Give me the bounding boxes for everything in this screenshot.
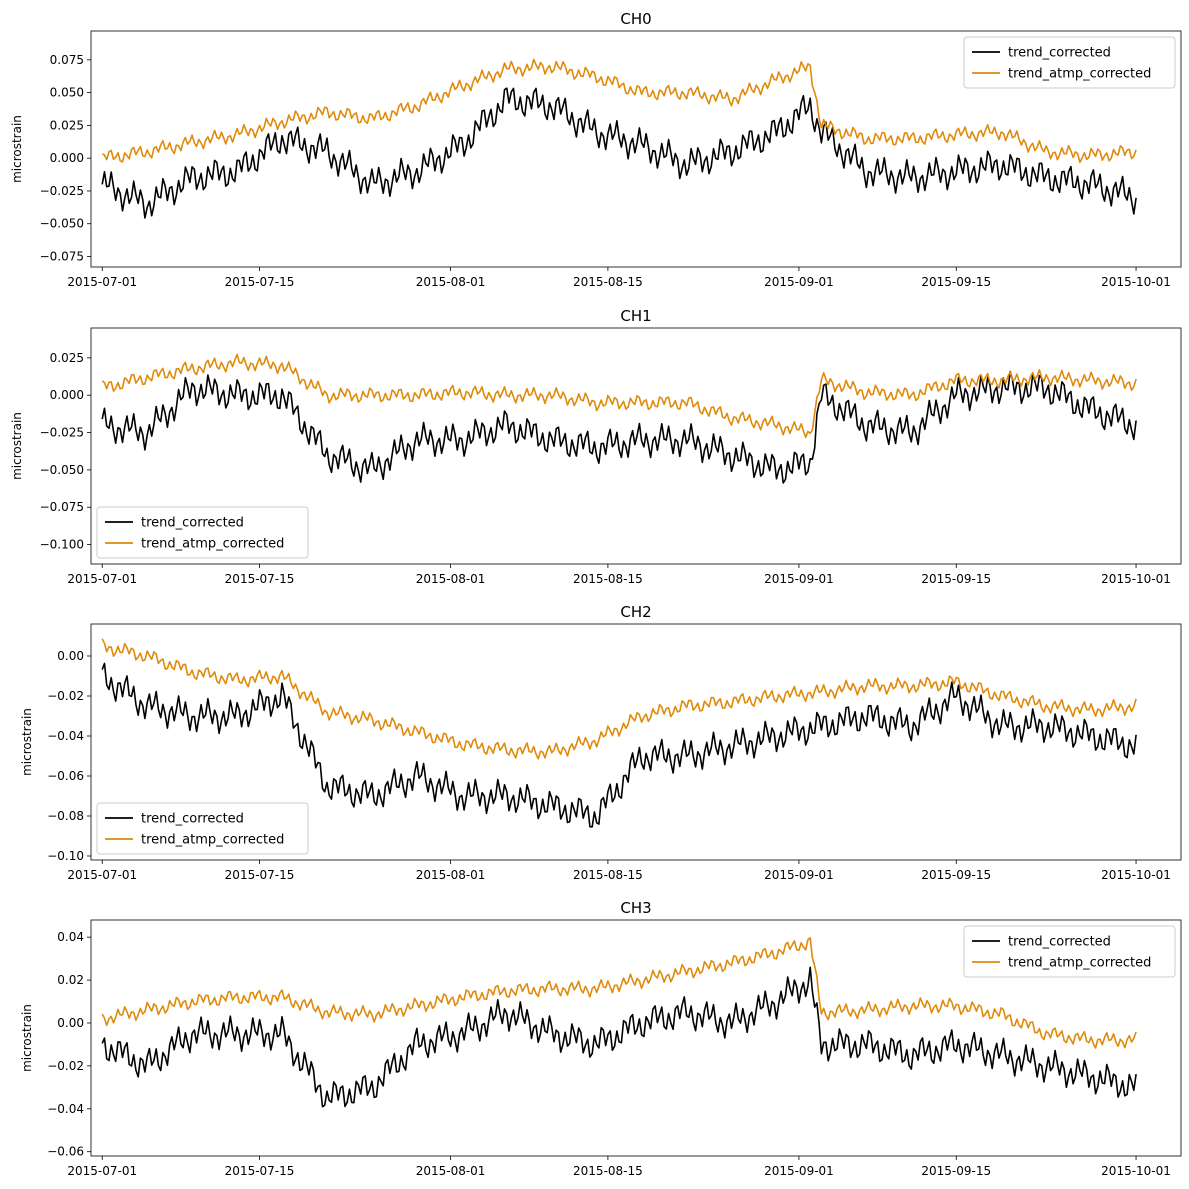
x-tick-label: 2015-09-15 <box>921 1164 991 1178</box>
legend-box <box>96 506 309 559</box>
y-tick-label: −0.050 <box>40 217 84 231</box>
x-tick-label: 2015-10-01 <box>1101 275 1171 289</box>
y-tick-label: −0.02 <box>47 1059 84 1073</box>
series-line-trend_atmp_corrected <box>101 937 1137 1049</box>
series-line-trend_corrected <box>101 87 1137 219</box>
y-tick-label: −0.02 <box>47 689 84 703</box>
legend-label: trend_corrected <box>141 812 244 827</box>
x-tick-label: 2015-07-15 <box>225 868 295 882</box>
chart-title: CH0 <box>620 10 651 28</box>
x-tick-label: 2015-08-15 <box>573 868 643 882</box>
y-tick-label: −0.08 <box>47 809 84 823</box>
y-tick-label: 0.050 <box>50 86 84 100</box>
y-axis-label: microstrain <box>10 115 24 183</box>
panel-ch2: CH2 microstrain −0.10 −0.08 −0.06 −0.04 −0.02 0… <box>20 603 1182 882</box>
legend: trend_corrected trend_atmp_corrected <box>963 925 1176 978</box>
series-line-trend_atmp_corrected <box>101 58 1137 164</box>
y-tick-label: 0.000 <box>50 151 84 165</box>
legend-box <box>963 36 1176 89</box>
y-tick-label: −0.04 <box>47 729 84 743</box>
x-tick-label: 2015-08-01 <box>416 275 486 289</box>
legend: trend_corrected trend_atmp_corrected <box>96 802 309 855</box>
x-tick-label: 2015-09-15 <box>921 868 991 882</box>
x-tick-label: 2015-07-01 <box>67 572 137 586</box>
y-tick-label: 0.075 <box>50 53 84 67</box>
legend-label: trend_corrected <box>1008 46 1111 61</box>
legend-box <box>96 802 309 855</box>
axes-frame <box>90 623 1182 861</box>
legend: trend_corrected trend_atmp_corrected <box>963 36 1176 89</box>
x-tick-label: 2015-08-15 <box>573 1164 643 1178</box>
panel-ch3: CH3 microstrain −0.06 −0.04 −0.02 0.00 0.02 0.0… <box>20 899 1182 1178</box>
y-tick-label: −0.06 <box>47 1145 84 1159</box>
y-tick-label: −0.075 <box>40 250 84 264</box>
x-tick-label: 2015-10-01 <box>1101 868 1171 882</box>
x-tick-label: 2015-08-01 <box>416 1164 486 1178</box>
x-tick-label: 2015-08-15 <box>573 572 643 586</box>
y-tick-label: 0.025 <box>50 118 84 132</box>
x-tick-label: 2015-09-01 <box>764 1164 834 1178</box>
legend-label: trend_corrected <box>141 516 244 531</box>
x-tick-label: 2015-09-15 <box>921 572 991 586</box>
legend-box <box>963 925 1176 978</box>
y-tick-label: 0.02 <box>57 973 84 987</box>
panel-ch0: CH0 microstrain −0.075 −0.050 −0.025 0.000 0.0… <box>10 10 1182 289</box>
y-tick-label: 0.04 <box>57 930 84 944</box>
x-tick-label: 2015-09-15 <box>921 275 991 289</box>
series-line-trend_corrected <box>101 662 1137 828</box>
x-tick-label: 2015-07-15 <box>225 572 295 586</box>
y-tick-label: −0.100 <box>40 538 84 552</box>
legend-label: trend_atmp_corrected <box>1008 956 1151 971</box>
y-axis-label: microstrain <box>20 708 34 776</box>
series-line-trend_atmp_corrected <box>101 638 1137 760</box>
series-line-trend_corrected <box>101 966 1137 1108</box>
chart-title: CH2 <box>620 603 651 621</box>
x-tick-label: 2015-07-01 <box>67 868 137 882</box>
x-tick-label: 2015-09-01 <box>764 275 834 289</box>
y-tick-label: −0.10 <box>47 849 84 863</box>
y-axis-label: microstrain <box>20 1004 34 1072</box>
legend-label: trend_corrected <box>1008 935 1111 950</box>
y-axis-label: microstrain <box>10 412 24 480</box>
x-tick-label: 2015-08-01 <box>416 868 486 882</box>
y-tick-label: 0.000 <box>50 388 84 402</box>
x-tick-label: 2015-07-01 <box>67 1164 137 1178</box>
axes-frame <box>90 30 1182 268</box>
y-tick-label: −0.06 <box>47 769 84 783</box>
y-tick-label: 0.025 <box>50 351 84 365</box>
y-tick-label: −0.025 <box>40 184 84 198</box>
x-tick-label: 2015-07-01 <box>67 275 137 289</box>
legend: trend_corrected trend_atmp_corrected <box>96 506 309 559</box>
series-line-trend_corrected <box>101 370 1137 484</box>
y-tick-label: −0.04 <box>47 1102 84 1116</box>
x-tick-label: 2015-09-01 <box>764 572 834 586</box>
x-tick-label: 2015-10-01 <box>1101 572 1171 586</box>
x-tick-label: 2015-09-01 <box>764 868 834 882</box>
chart-title: CH1 <box>620 307 651 325</box>
axes-frame <box>90 919 1182 1157</box>
y-tick-label: −0.050 <box>40 463 84 477</box>
series-line-trend_atmp_corrected <box>101 353 1137 439</box>
y-tick-label: 0.00 <box>57 649 84 663</box>
x-tick-label: 2015-10-01 <box>1101 1164 1171 1178</box>
y-tick-label: −0.025 <box>40 426 84 440</box>
axes-frame <box>90 327 1182 565</box>
y-tick-label: 0.00 <box>57 1016 84 1030</box>
panel-ch1: CH1 microstrain −0.100 −0.075 −0.050 −0.025 0.… <box>10 307 1182 586</box>
x-tick-label: 2015-08-01 <box>416 572 486 586</box>
legend-label: trend_atmp_corrected <box>1008 67 1151 82</box>
y-tick-label: −0.075 <box>40 500 84 514</box>
chart-title: CH3 <box>620 899 651 917</box>
x-tick-label: 2015-07-15 <box>225 275 295 289</box>
legend-label: trend_atmp_corrected <box>141 833 284 848</box>
x-tick-label: 2015-07-15 <box>225 1164 295 1178</box>
x-tick-label: 2015-08-15 <box>573 275 643 289</box>
legend-label: trend_atmp_corrected <box>141 537 284 552</box>
